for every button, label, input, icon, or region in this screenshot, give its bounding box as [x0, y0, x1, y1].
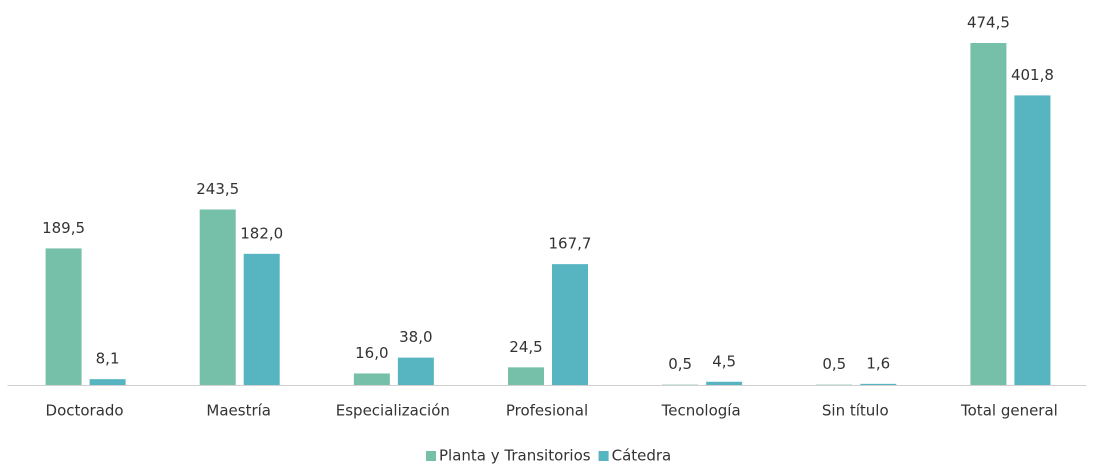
value-label: 0,5: [822, 355, 846, 373]
x-tick-label: Doctorado: [46, 402, 124, 420]
x-tick-label: Maestría: [206, 402, 271, 420]
bar: [398, 358, 434, 385]
legend-label: Planta y Transitorios: [439, 447, 591, 465]
value-label: 4,5: [712, 352, 736, 370]
x-tick-label: Tecnología: [661, 402, 741, 420]
value-label: 24,5: [509, 338, 542, 356]
x-tick-label: Especialización: [336, 402, 450, 420]
bar: [354, 373, 390, 385]
bar: [860, 384, 896, 385]
value-label: 16,0: [355, 344, 388, 362]
bar: [508, 367, 544, 385]
value-label: 8,1: [96, 350, 120, 368]
bar: [706, 382, 742, 385]
value-label: 182,0: [240, 224, 283, 242]
x-tick-label: Sin título: [822, 402, 889, 420]
value-label: 189,5: [42, 219, 85, 237]
bar: [1014, 95, 1050, 385]
bar: [90, 379, 126, 385]
x-tick-label: Profesional: [506, 402, 588, 420]
value-label: 38,0: [399, 328, 432, 346]
bar: [552, 264, 588, 385]
value-label: 474,5: [967, 14, 1010, 32]
value-label: 401,8: [1011, 66, 1054, 84]
value-label: 1,6: [866, 354, 890, 372]
legend-swatch: [426, 451, 436, 461]
value-label: 167,7: [549, 235, 592, 253]
value-label: 243,5: [196, 180, 239, 198]
legend-label: Cátedra: [612, 447, 672, 465]
bar: [46, 248, 82, 385]
bar: [244, 254, 280, 385]
bar: [970, 43, 1006, 385]
bar: [200, 209, 236, 385]
value-label: 0,5: [668, 355, 692, 373]
legend-swatch: [599, 451, 609, 461]
x-tick-label: Total general: [960, 402, 1058, 420]
